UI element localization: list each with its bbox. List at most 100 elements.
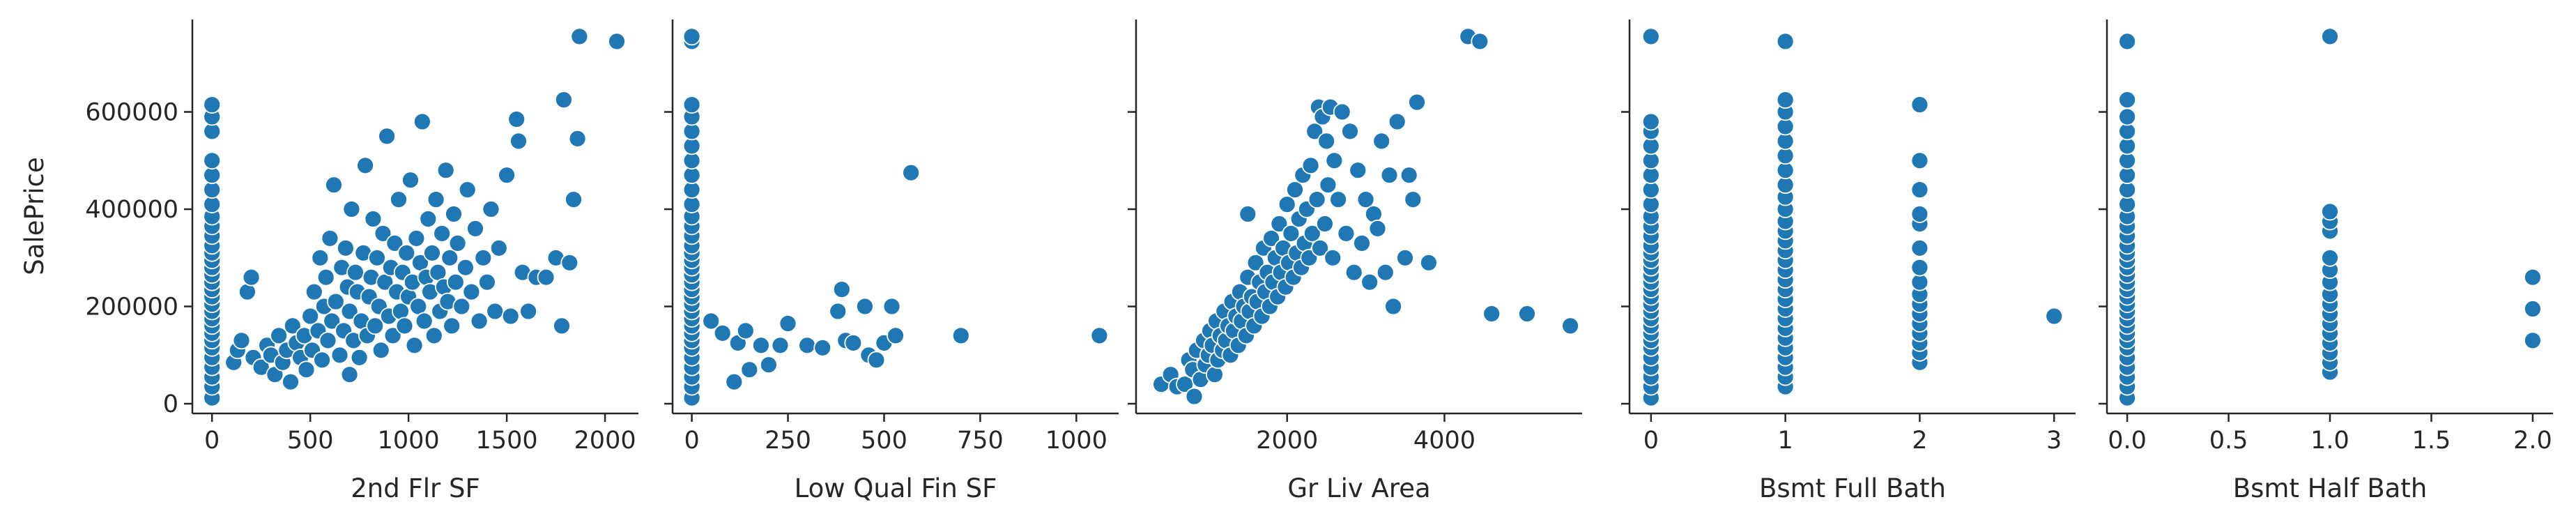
data-point	[401, 171, 420, 190]
data-point	[1372, 132, 1391, 151]
data-point	[364, 210, 383, 228]
data-point	[457, 258, 475, 277]
data-point	[1262, 229, 1280, 248]
data-point	[486, 302, 505, 321]
x-tick-label: 0	[684, 427, 699, 455]
data-point	[433, 224, 451, 243]
data-point	[1356, 190, 1375, 209]
data-point	[1325, 151, 1344, 170]
data-point	[740, 360, 759, 379]
data-point	[498, 166, 516, 185]
data-point	[882, 297, 901, 316]
data-point	[1368, 219, 1387, 238]
data-point	[446, 273, 465, 291]
data-point	[568, 129, 587, 148]
data-point	[501, 307, 520, 326]
data-point	[443, 317, 461, 335]
x-tick-label: 0.0	[2108, 427, 2147, 455]
data-point	[470, 312, 489, 330]
data-point	[1282, 224, 1301, 243]
data-point	[319, 331, 337, 350]
data-point	[760, 356, 778, 374]
data-point	[378, 127, 396, 146]
data-point	[1333, 102, 1351, 121]
x-tick-label: 500	[287, 427, 334, 455]
data-point	[1408, 93, 1426, 112]
data-point	[1319, 176, 1337, 195]
data-point	[570, 27, 589, 46]
data-point	[478, 273, 496, 291]
data-points	[1641, 27, 2064, 407]
data-point	[1316, 215, 1334, 233]
data-point	[405, 336, 424, 355]
data-point	[474, 248, 493, 267]
x-axis-label: Low Qual Fin SF	[795, 473, 997, 503]
data-point	[555, 91, 573, 109]
data-point	[682, 96, 701, 114]
data-point	[2045, 307, 2064, 326]
data-point	[902, 163, 920, 182]
data-point	[1400, 166, 1418, 185]
data-point	[1246, 253, 1265, 272]
y-axis-label: SalePrice	[20, 157, 49, 275]
data-point	[1384, 297, 1402, 316]
data-point	[340, 302, 359, 321]
data-point	[1776, 32, 1795, 51]
data-point	[342, 200, 361, 218]
x-tick-label: 2000	[574, 427, 636, 455]
data-point	[509, 132, 528, 151]
y-tick-label: 400000	[85, 196, 178, 224]
x-tick-label: 1000	[378, 427, 440, 455]
data-point	[1185, 387, 1204, 406]
data-point	[366, 317, 385, 335]
x-tick-label: 250	[765, 427, 811, 455]
data-point	[203, 151, 222, 170]
scatter-panel: 0 250 500 750 1000 Low Qual Fin SF	[664, 20, 1119, 503]
data-point	[887, 326, 905, 345]
data-point	[419, 210, 438, 228]
data-point	[1388, 112, 1406, 131]
x-tick-label: 0.5	[2209, 427, 2248, 455]
data-point	[1641, 27, 1660, 46]
data-point	[1324, 248, 1342, 267]
data-point	[2118, 107, 2137, 126]
y-tick-label: 0	[163, 390, 178, 418]
data-point	[798, 336, 816, 355]
scatter-panel: 0 1 2 3 Bsmt Full Bath	[1621, 20, 2076, 503]
data-point	[321, 229, 339, 248]
data-point	[323, 312, 342, 330]
data-point	[374, 224, 392, 243]
data-point	[867, 351, 886, 370]
data-point	[283, 317, 302, 335]
data-point	[829, 302, 848, 321]
data-point	[203, 96, 222, 114]
data-point	[407, 229, 426, 248]
data-point	[1337, 224, 1356, 243]
data-point	[423, 243, 441, 262]
data-point	[1270, 215, 1289, 233]
data-point	[2321, 27, 2339, 46]
data-point	[232, 331, 251, 350]
data-point	[1344, 263, 1363, 282]
data-point	[395, 317, 414, 335]
data-point	[1641, 112, 1660, 131]
data-point	[350, 348, 369, 367]
data-point	[1349, 161, 1367, 180]
data-point	[1910, 151, 1929, 170]
x-tick-label: 1000	[1045, 427, 1107, 455]
data-point	[519, 302, 537, 321]
data-point	[771, 336, 790, 355]
data-point	[489, 238, 508, 257]
data-point	[1910, 181, 1929, 199]
data-point	[424, 326, 443, 345]
x-axis-label: Bsmt Half Bath	[2233, 473, 2428, 503]
scatter-panel: 0 200000 400000 600000 0 500 1000 1500 2000 2nd F…	[85, 20, 638, 503]
data-point	[356, 156, 374, 175]
data-point	[565, 190, 583, 209]
data-point	[608, 32, 626, 51]
scatter-panel: 0.0 0.5 1.0 1.5 2.0 Bsmt Half Bath	[2099, 20, 2553, 503]
x-axis-label: 2nd Flr SF	[351, 473, 480, 503]
data-point	[482, 200, 500, 218]
data-point	[1305, 122, 1324, 141]
